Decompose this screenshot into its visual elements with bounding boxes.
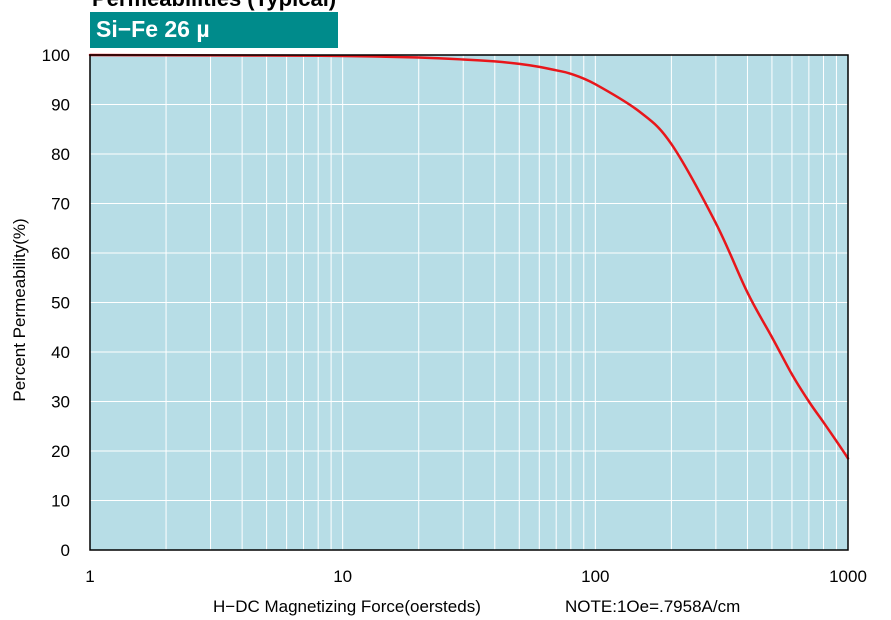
y-axis-label: Percent Permeability(%)	[10, 218, 29, 401]
x-tick-label: 100	[581, 567, 609, 586]
y-tick-label: 90	[51, 96, 70, 115]
y-tick-label: 100	[42, 46, 70, 65]
unit-note: NOTE:1Oe=.7958A/cm	[565, 597, 740, 616]
y-tick-labels: 0 10 20 30 40 50 60 70 80 90 100	[42, 46, 70, 560]
x-tick-label: 1	[85, 567, 94, 586]
y-tick-label: 80	[51, 145, 70, 164]
y-tick-label: 0	[61, 541, 70, 560]
y-tick-label: 10	[51, 492, 70, 511]
y-tick-label: 20	[51, 442, 70, 461]
x-tick-label: 10	[333, 567, 352, 586]
y-tick-label: 50	[51, 294, 70, 313]
y-tick-label: 60	[51, 244, 70, 263]
y-tick-label: 40	[51, 343, 70, 362]
x-tick-label: 1000	[829, 567, 867, 586]
y-tick-label: 70	[51, 195, 70, 214]
x-axis-label: H−DC Magnetizing Force(oersteds)	[213, 597, 481, 616]
y-tick-label: 30	[51, 393, 70, 412]
x-tick-labels: 1 10 100 1000	[85, 567, 867, 586]
